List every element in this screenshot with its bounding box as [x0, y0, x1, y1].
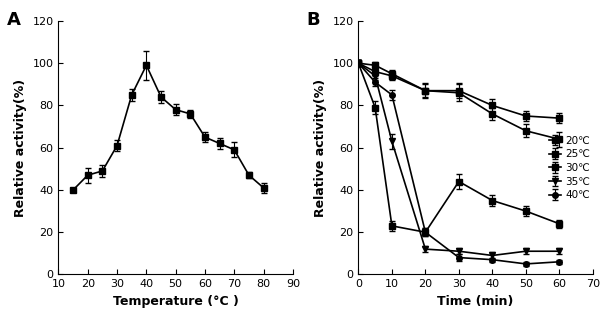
Text: A: A — [7, 11, 21, 29]
X-axis label: Temperature (°C ): Temperature (°C ) — [113, 295, 239, 308]
Legend: 20℃, 25℃, 30℃, 35℃, 40℃: 20℃, 25℃, 30℃, 35℃, 40℃ — [547, 134, 592, 202]
Y-axis label: Relative activity(%): Relative activity(%) — [14, 79, 27, 217]
Y-axis label: Relative activity(%): Relative activity(%) — [314, 79, 327, 217]
X-axis label: Time (min): Time (min) — [437, 295, 514, 308]
Text: B: B — [307, 11, 320, 29]
